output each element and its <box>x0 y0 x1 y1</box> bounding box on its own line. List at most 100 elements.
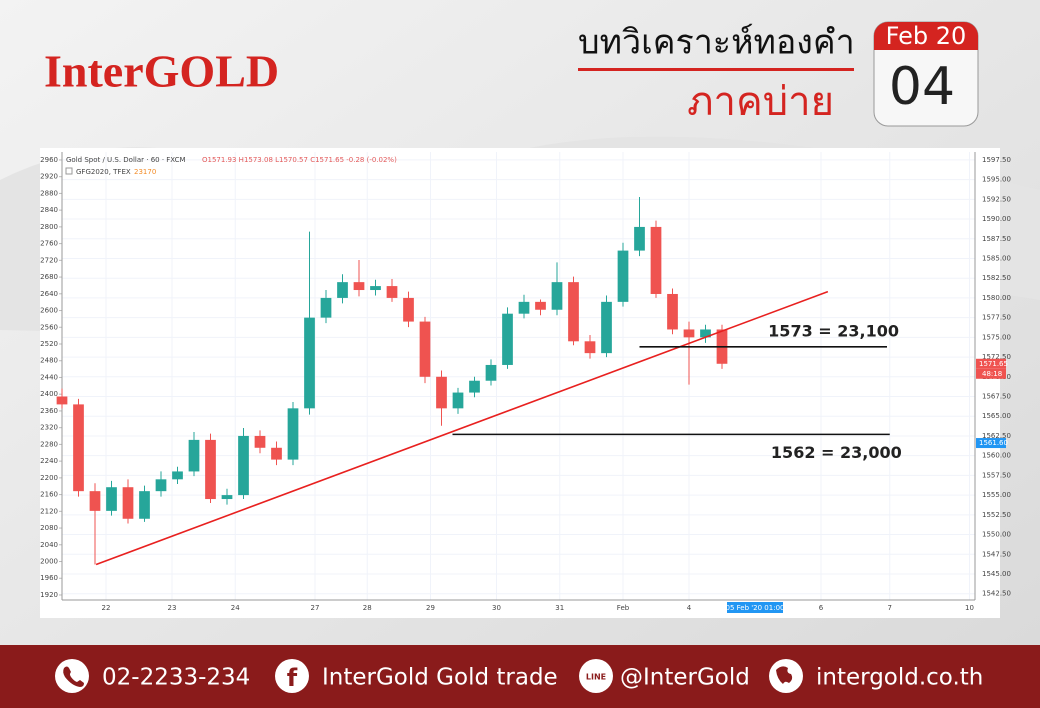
y-tick-label: 1545.00 <box>982 570 1011 578</box>
candle-body <box>172 471 183 480</box>
y2-tick-label: 2640 <box>40 290 58 298</box>
candle-body <box>139 491 150 519</box>
y2-tick-label: 2480 <box>40 357 58 365</box>
x-tick-label: 29 <box>426 604 435 612</box>
candle-body <box>700 329 711 338</box>
y2-tick-label: 2680 <box>40 273 58 281</box>
price-tag-label: 1561.60 <box>979 439 1008 447</box>
candle-body <box>683 329 695 338</box>
candle-body <box>122 487 134 519</box>
title: บทวิเคราะห์ทองคำ <box>578 23 855 63</box>
y2-tick-label: 2600 <box>40 307 58 315</box>
x-tick-label: 4 <box>687 604 692 612</box>
candle-body <box>205 439 216 500</box>
facebook-glyph: f <box>287 664 298 692</box>
chart-title: Gold Spot / U.S. Dollar · 60 · FXCM <box>66 156 186 164</box>
candle-body <box>535 301 546 310</box>
candle-body <box>188 439 200 472</box>
line-icon <box>579 659 613 693</box>
candle-body <box>271 447 282 460</box>
subtitle: ภาคบ่าย <box>687 79 834 125</box>
y2-tick-label: 2120 <box>40 507 58 515</box>
line-icon-text: LINE <box>586 673 606 682</box>
y-tick-label: 1572.50 <box>982 353 1011 361</box>
y2-tick-label: 2440 <box>40 373 58 381</box>
candle-body <box>551 282 563 310</box>
y2-tick-label: 2200 <box>40 474 58 482</box>
x-tick-label: 30 <box>492 604 501 612</box>
countdown-tag <box>976 368 1006 379</box>
cursor-tag <box>727 602 783 613</box>
y2-tick-label: 2840 <box>40 206 58 214</box>
candle-body <box>601 301 612 354</box>
y2-tick-label: 2880 <box>40 189 58 197</box>
y2-tick-label: 2520 <box>40 340 58 348</box>
y2-tick-label: 1920 <box>40 591 58 599</box>
y-tick-label: 1577.50 <box>982 314 1011 322</box>
level-label: 1562 = 23,000 <box>771 443 902 462</box>
y2-tick-label: 2240 <box>40 457 58 465</box>
candle-body <box>469 380 480 393</box>
candle-body <box>419 321 431 377</box>
candle-body <box>89 491 101 511</box>
phone: 02-2233-234 <box>102 665 250 691</box>
compare-value: 23170 <box>134 168 156 176</box>
compare-box <box>65 167 73 175</box>
candle-body <box>155 479 167 492</box>
candle-body <box>485 364 497 381</box>
y-tick-label: 1567.50 <box>982 393 1011 401</box>
candle-body <box>221 495 233 500</box>
y-tick-label: 1582.50 <box>982 274 1011 282</box>
candle-body <box>568 282 579 342</box>
candle-body <box>56 396 68 405</box>
y2-tick-label: 1960 <box>40 574 58 582</box>
y-tick-label: 1547.50 <box>982 550 1011 558</box>
x-tick-label: 24 <box>231 604 240 612</box>
phone-glyph <box>63 666 84 687</box>
y2-tick-label: 2800 <box>40 223 58 231</box>
candle-body <box>403 297 414 322</box>
chart: 1542.50 1545.00 1547.50 1550.00 1552.50 1555.… <box>40 152 1011 613</box>
price-tag-label: 1571.65 <box>979 360 1008 368</box>
phone-icon <box>55 659 89 693</box>
web-glyph <box>776 666 793 684</box>
y2-tick-label: 2160 <box>40 491 58 499</box>
candle-body <box>254 435 266 448</box>
candle-body <box>502 313 513 365</box>
y2-tick-label: 2040 <box>40 541 58 549</box>
price-tag <box>976 438 1006 449</box>
y2-tick-label: 2320 <box>40 424 58 432</box>
y2-tick-label: 2560 <box>40 323 58 331</box>
x-tick-label: 22 <box>102 604 111 612</box>
candle-body <box>73 404 84 492</box>
y2-tick-label: 2960 <box>40 156 58 164</box>
x-tick-label: Feb <box>617 604 630 612</box>
y-tick-label: 1560.00 <box>982 452 1011 460</box>
candle-body <box>650 226 662 294</box>
y2-tick-label: 2360 <box>40 407 58 415</box>
candle-body <box>304 317 315 409</box>
candle-body <box>518 301 530 314</box>
candle-body <box>106 487 117 511</box>
y-tick-label: 1590.00 <box>982 215 1011 223</box>
x-tick-label: 27 <box>311 604 320 612</box>
website: intergold.co.th <box>816 665 983 691</box>
candle-body <box>370 286 381 291</box>
candle-body <box>353 282 365 291</box>
x-tick-label: 28 <box>363 604 372 612</box>
y2-tick-label: 2760 <box>40 240 58 248</box>
y-tick-label: 1580.00 <box>982 294 1011 302</box>
y-tick-label: 1552.50 <box>982 511 1011 519</box>
y-tick-label: 1587.50 <box>982 235 1011 243</box>
footer-band <box>0 645 1040 708</box>
y2-tick-label: 2920 <box>40 173 58 181</box>
logo: InterGOLD <box>44 46 279 97</box>
level-label: 1573 = 23,100 <box>768 321 899 340</box>
countdown: 48:18 <box>982 370 1002 378</box>
x-tick-label: 6 <box>819 604 824 612</box>
y-tick-label: 1557.50 <box>982 471 1011 479</box>
y-tick-label: 1555.00 <box>982 491 1011 499</box>
facebook: InterGold Gold trade <box>322 665 558 691</box>
y2-tick-label: 2080 <box>40 524 58 532</box>
